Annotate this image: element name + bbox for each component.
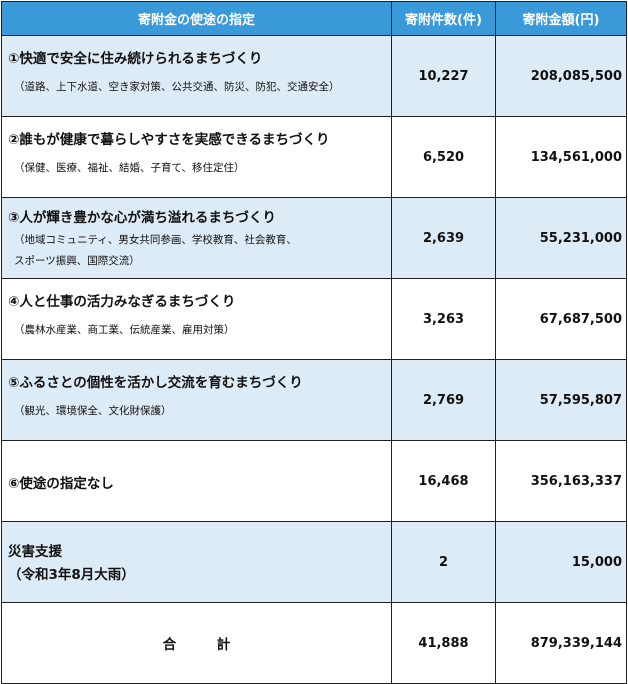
purpose-title: ⑤ふるさとの個性を活かし交流を育むまちづくり — [8, 375, 303, 391]
purpose-detail: （道路、上下水道、空き家対策、公共交通、防災、防犯、交通安全） — [14, 81, 340, 93]
purpose-detail: （農林水産業、商工業、伝統産業、雇用対策） — [14, 324, 235, 336]
total-count: 41,888 — [391, 602, 496, 684]
total-amount: 879,339,144 — [495, 602, 627, 684]
count-cell: 10,227 — [391, 35, 496, 117]
purpose-title: ②誰もが健康で暮らしやすさを実感できるまちづくり — [8, 132, 330, 148]
table-row: ②誰もが健康で暮らしやすさを実感できるまちづくり （保健、医療、福祉、結婚、子育… — [1, 116, 627, 198]
amount-cell: 208,085,500 — [495, 35, 627, 117]
total-label: 合 計 — [1, 602, 392, 684]
purpose-title: ③人が輝き豊かな心が満ち溢れるまちづくり — [8, 210, 276, 226]
header-purpose: 寄附金の使途の指定 — [1, 1, 392, 36]
amount-cell: 57,595,807 — [495, 359, 627, 441]
amount-cell: 134,561,000 — [495, 116, 627, 198]
amount-cell: 356,163,337 — [495, 440, 627, 522]
purpose-cell: ①快適で安全に住み続けられるまちづくり （道路、上下水道、空き家対策、公共交通、… — [1, 35, 392, 117]
header-row: 寄附金の使途の指定 寄附件数(件) 寄附金額(円) — [1, 1, 627, 36]
table-row: ①快適で安全に住み続けられるまちづくり （道路、上下水道、空き家対策、公共交通、… — [1, 35, 627, 117]
amount-cell: 55,231,000 — [495, 197, 627, 279]
table-row: 災害支援 （令和3年8月大雨） 2 15,000 — [1, 521, 627, 603]
count-cell: 6,520 — [391, 116, 496, 198]
count-cell: 2,639 — [391, 197, 496, 279]
purpose-title: ⑥使途の指定なし — [8, 476, 114, 492]
amount-cell: 15,000 — [495, 521, 627, 603]
purpose-cell: ②誰もが健康で暮らしやすさを実感できるまちづくり （保健、医療、福祉、結婚、子育… — [1, 116, 392, 198]
count-cell: 2,769 — [391, 359, 496, 441]
total-row: 合 計 41,888 879,339,144 — [1, 602, 627, 684]
table-row: ③人が輝き豊かな心が満ち溢れるまちづくり （地域コミュニティ、男女共同参画、学校… — [1, 197, 627, 279]
purpose-cell: ③人が輝き豊かな心が満ち溢れるまちづくり （地域コミュニティ、男女共同参画、学校… — [1, 197, 392, 279]
purpose-detail-line2: スポーツ振興、国際交流） — [14, 255, 140, 267]
purpose-cell: ⑤ふるさとの個性を活かし交流を育むまちづくり （観光、環境保全、文化財保護） — [1, 359, 392, 441]
purpose-detail-line1: （地域コミュニティ、男女共同参画、学校教育、社会教育、 — [14, 234, 297, 246]
table-row: ⑥使途の指定なし 16,468 356,163,337 — [1, 440, 627, 522]
disaster-title: 災害支援 （令和3年8月大雨） — [8, 541, 391, 587]
purpose-cell: ⑥使途の指定なし — [1, 440, 392, 522]
count-cell: 16,468 — [391, 440, 496, 522]
purpose-cell: ④人と仕事の活力みなぎるまちづくり （農林水産業、商工業、伝統産業、雇用対策） — [1, 278, 392, 360]
table-row: ⑤ふるさとの個性を活かし交流を育むまちづくり （観光、環境保全、文化財保護） 2… — [1, 359, 627, 441]
purpose-detail: （観光、環境保全、文化財保護） — [14, 405, 172, 417]
purpose-detail: （地域コミュニティ、男女共同参画、学校教育、社会教育、 スポーツ振興、国際交流） — [8, 230, 391, 272]
purpose-cell: 災害支援 （令和3年8月大雨） — [1, 521, 392, 603]
header-amount: 寄附金額(円) — [495, 1, 627, 36]
table-row: ④人と仕事の活力みなぎるまちづくり （農林水産業、商工業、伝統産業、雇用対策） … — [1, 278, 627, 360]
purpose-title: ④人と仕事の活力みなぎるまちづくり — [8, 294, 236, 310]
disaster-title-line1: 災害支援 — [8, 544, 62, 560]
count-cell: 2 — [391, 521, 496, 603]
amount-cell: 67,687,500 — [495, 278, 627, 360]
header-count: 寄附件数(件) — [391, 1, 496, 36]
count-cell: 3,263 — [391, 278, 496, 360]
purpose-title: ①快適で安全に住み続けられるまちづくり — [8, 51, 263, 67]
purpose-detail: （保健、医療、福祉、結婚、子育て、移住定住） — [14, 162, 245, 174]
disaster-title-line2: （令和3年8月大雨） — [8, 567, 135, 583]
